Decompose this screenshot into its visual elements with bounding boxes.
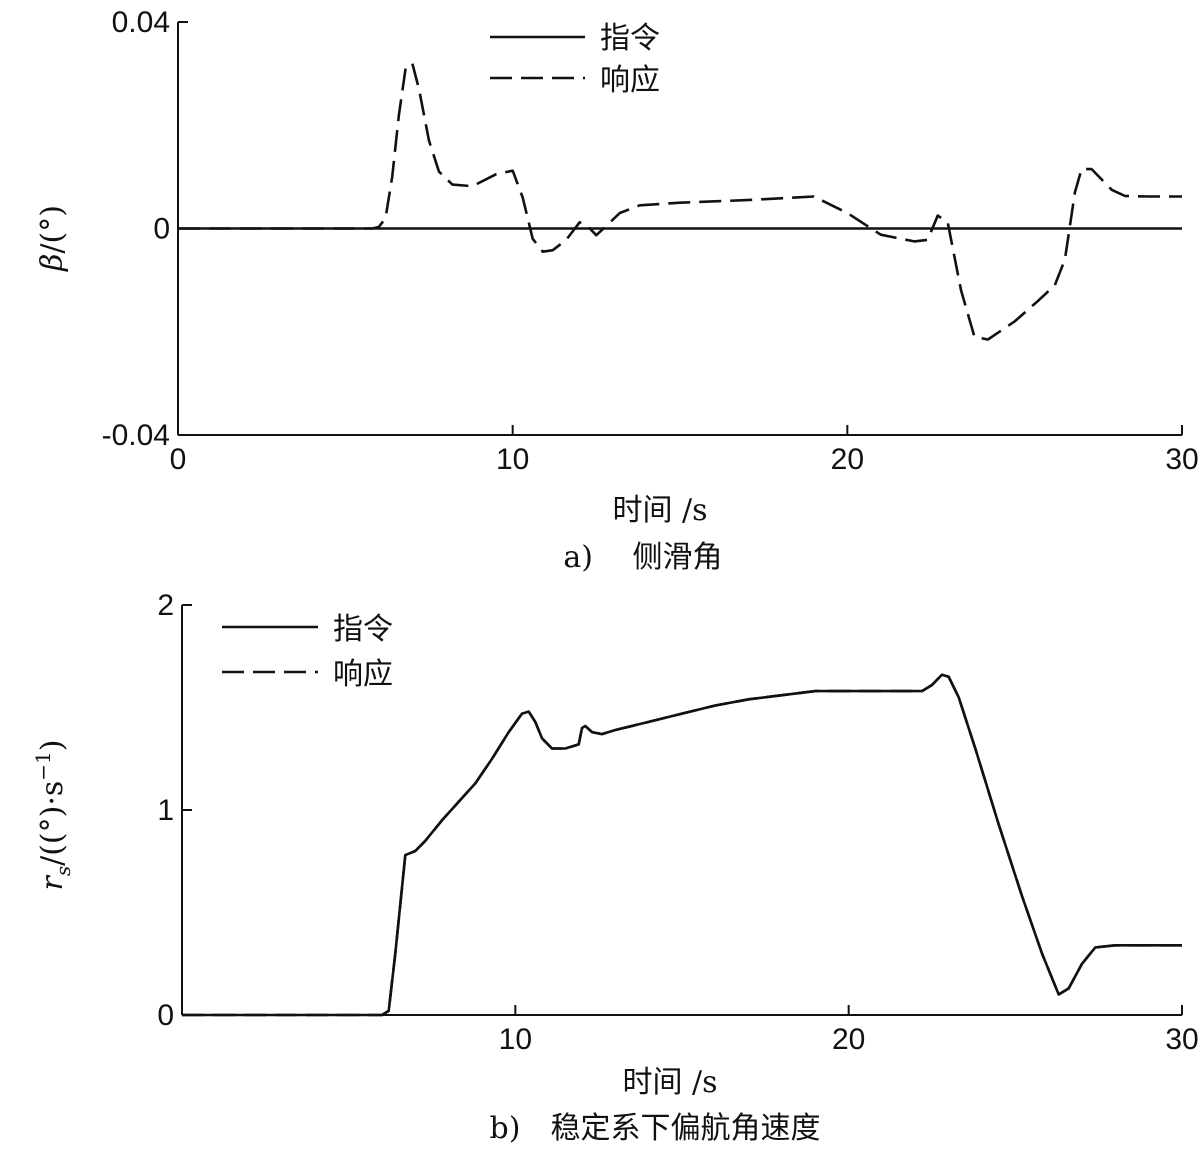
x-tick-label-a: 20 <box>831 443 864 476</box>
y-tick-label-a: -0.04 <box>102 419 170 452</box>
plot-area-a: 0 10 20 300.040-0.04 <box>102 6 1199 476</box>
x-axis-title-b: 时间 /s <box>622 1065 717 1100</box>
series-line-b-command <box>182 673 1182 1017</box>
series-line-b-response <box>182 673 1182 1017</box>
x-tick-label-b: 30 <box>1165 1023 1198 1056</box>
legend-b: 指令 响应 <box>222 612 393 692</box>
svg-text:rs/((°)·s−1): rs/((°)·s−1) <box>31 740 75 891</box>
x-axis-title-a: 时间 /s <box>612 493 707 528</box>
legend-a-response-label: 响应 <box>600 63 660 98</box>
y-tick-label-b: 1 <box>157 794 174 827</box>
caption-b: b) 稳定系下偏航角速度 <box>490 1111 821 1146</box>
y-axis-title-a: β/(°) <box>35 205 70 272</box>
y-tick-label-a: 0.04 <box>112 6 170 39</box>
x-tick-label-b: 10 <box>499 1023 532 1056</box>
chart-sideslip-angle: 0 10 20 300.040-0.04 指令 响应 时间 /s β/(°) a) 侧… <box>35 6 1199 575</box>
y-axis-title-a-unit: /(°) <box>35 205 70 254</box>
legend-b-command-label: 指令 <box>333 612 393 647</box>
x-tick-label-b: 20 <box>832 1023 865 1056</box>
svg-text:β/(°): β/(°) <box>35 205 70 272</box>
caption-a: a) 侧滑角 <box>563 540 722 575</box>
legend-b-response-label: 响应 <box>333 657 393 692</box>
series-line-a-response <box>178 62 1182 341</box>
legend-a-command-label: 指令 <box>600 21 660 56</box>
x-tick-label-a: 30 <box>1165 443 1198 476</box>
x-tick-label-a: 0 <box>170 443 187 476</box>
legend-a: 指令 响应 <box>490 21 660 98</box>
y-axis-title-a-symbol: β <box>35 254 70 272</box>
y-axis-title-b: rs/((°)·s−1) <box>31 740 75 891</box>
y-tick-label-b: 0 <box>157 999 174 1032</box>
y-tick-label-a: 0 <box>153 213 170 246</box>
x-tick-label-a: 10 <box>496 443 529 476</box>
y-tick-label-b: 2 <box>157 589 174 622</box>
